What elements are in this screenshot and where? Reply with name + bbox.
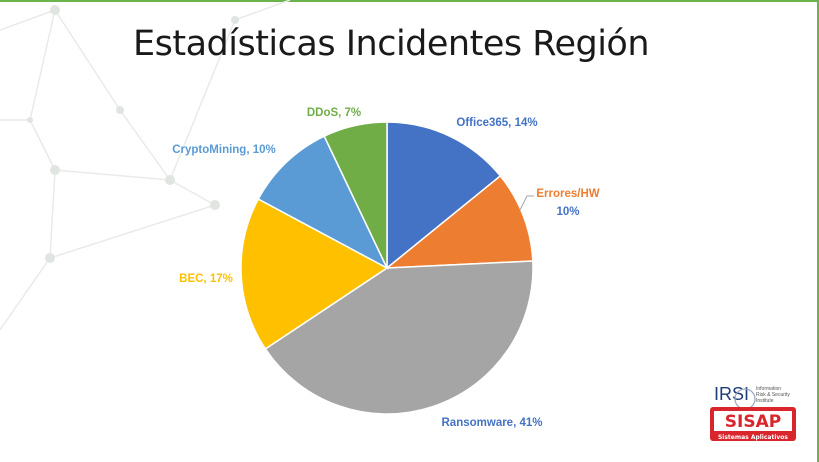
pie-slice-bec bbox=[240, 198, 389, 350]
irsi-logo-text: IRSI bbox=[714, 384, 749, 404]
pie-slice-ransomware bbox=[264, 260, 534, 415]
sisap-logo-text: SISAP bbox=[725, 412, 781, 432]
sisap-logo-subtitle: Sistemas Aplicativos bbox=[718, 434, 788, 441]
svg-text:Risk & Security: Risk & Security bbox=[756, 392, 790, 398]
pie-leader-line bbox=[519, 195, 534, 211]
pie-label-office365: Office365, 14% bbox=[456, 117, 537, 129]
pie-slice-cryptomining bbox=[257, 135, 389, 270]
page-title: Estadísticas Incidentes Región bbox=[133, 24, 650, 64]
pie-label-ransomware: Ransomware, 41% bbox=[442, 417, 543, 429]
pie-slice-errores-hw bbox=[384, 174, 534, 269]
pie-slice-ddos bbox=[323, 121, 388, 269]
irsi-logo-tagline: Information Risk & Security Institute bbox=[756, 386, 790, 404]
svg-text:Institute: Institute bbox=[756, 398, 774, 404]
pie-label-bec: BEC, 17% bbox=[179, 273, 233, 285]
pie-label-errores-hw-value: 10% bbox=[556, 206, 579, 218]
pie-label-errores-hw: Errores/HW bbox=[536, 188, 599, 200]
slide-right-border bbox=[817, 0, 819, 462]
pie-slice-office365 bbox=[386, 121, 502, 270]
slide-top-border bbox=[0, 0, 819, 2]
background-network-pattern bbox=[0, 0, 291, 331]
irsi-sisap-logo: IRSI Information Risk & Security Institu… bbox=[710, 384, 796, 441]
pie-label-cryptomining: CryptoMining, 10% bbox=[172, 144, 276, 156]
svg-text:Information: Information bbox=[756, 386, 781, 392]
pie-label-ddos: DDoS, 7% bbox=[307, 107, 361, 119]
